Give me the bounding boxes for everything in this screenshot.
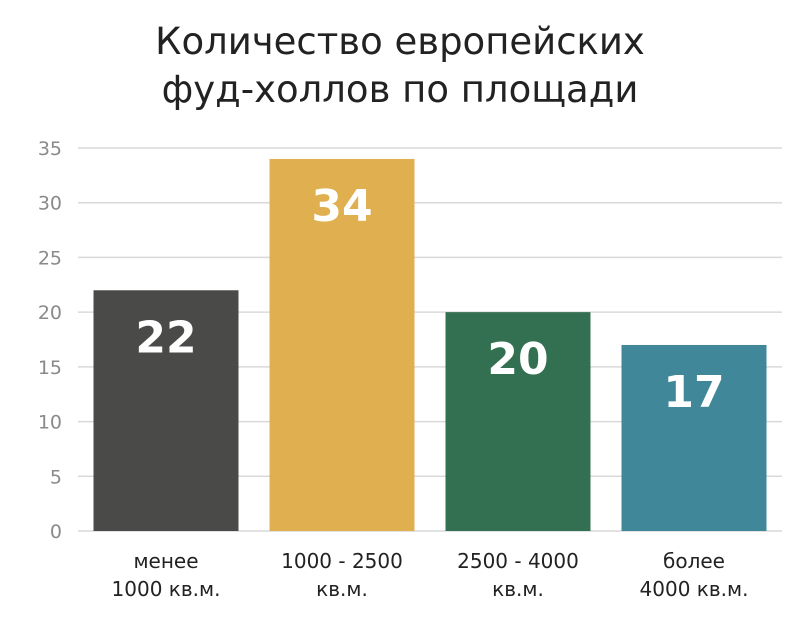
chart-title: Количество европейских фуд-холлов по пло… (0, 18, 800, 114)
x-category-label-line: более (663, 549, 725, 573)
y-tick-label: 25 (38, 247, 62, 269)
x-category-label-line: 2500 - 4000 (457, 549, 579, 573)
chart-title-line-1: Количество европейских (155, 20, 645, 63)
x-category-label: 2500 - 4000 кв.м. (457, 549, 579, 601)
y-tick-label: 0 (50, 521, 62, 543)
x-category-label-line: кв.м. (316, 577, 368, 601)
bar (269, 158, 415, 531)
x-category-label-line: кв.м. (492, 577, 544, 601)
x-category-label: 1000 - 2500 кв.м. (281, 549, 403, 601)
chart-title-line-2: фуд-холлов по площади (161, 68, 639, 111)
y-tick-label: 15 (38, 357, 62, 379)
x-category-label-line: 1000 кв.м. (112, 577, 221, 601)
bar-value-label: 22 (135, 312, 196, 363)
bar-value-label: 34 (311, 181, 372, 232)
bar (621, 344, 767, 531)
y-tick-label: 30 (38, 193, 62, 215)
x-category-label-line: 1000 - 2500 (281, 549, 403, 573)
x-category-label-line: 4000 кв.м. (640, 577, 749, 601)
bar (93, 290, 239, 531)
y-tick-label: 5 (50, 466, 62, 488)
bar (445, 312, 591, 531)
y-tick-label: 20 (38, 302, 62, 324)
bar-value-label: 20 (487, 334, 548, 385)
y-tick-label: 35 (38, 138, 62, 160)
bar-value-label: 17 (663, 367, 724, 418)
y-tick-label: 10 (38, 412, 62, 434)
x-category-label: менее 1000 кв.м. (112, 549, 221, 601)
x-category-label-line: менее (133, 549, 198, 573)
x-category-label: более 4000 кв.м. (640, 549, 749, 601)
